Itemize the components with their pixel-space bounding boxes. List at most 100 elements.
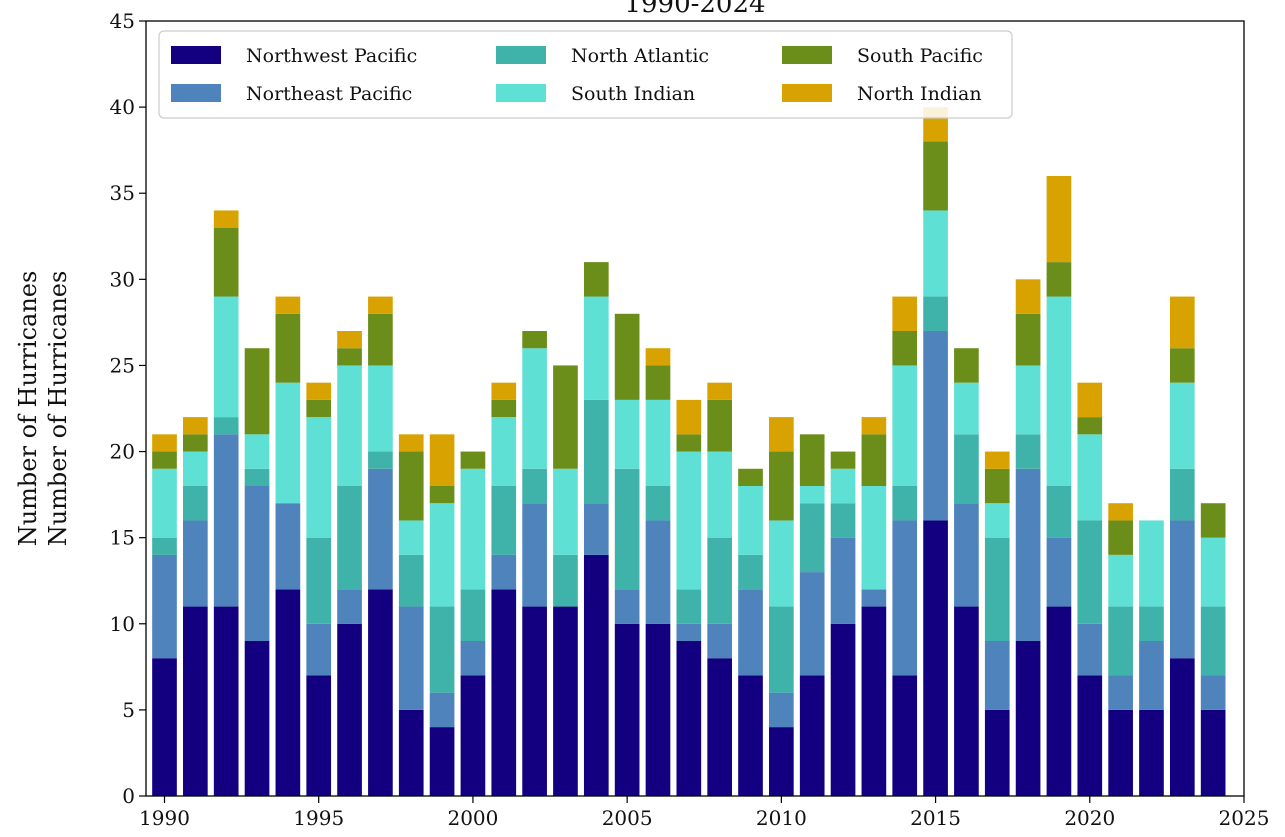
bar-northwest-pacific-2005 — [614, 623, 640, 796]
bar-south-pacific-1995 — [306, 399, 332, 418]
bar-north-atlantic-1995 — [306, 537, 332, 624]
bar-south-indian-2001 — [491, 417, 517, 486]
bar-north-indian-2021 — [1108, 503, 1133, 521]
bar-northeast-pacific-2000 — [460, 641, 486, 676]
bar-northeast-pacific-1992 — [213, 434, 239, 607]
y-tick-label: 25 — [110, 353, 135, 377]
bar-north-indian-2023 — [1169, 296, 1195, 349]
legend-swatch-northeast-pacific — [171, 84, 221, 102]
bar-south-pacific-2010 — [769, 451, 794, 521]
bar-south-indian-1991 — [183, 451, 208, 486]
bar-south-indian-1990 — [152, 468, 177, 538]
bar-south-indian-1999 — [429, 503, 455, 607]
bar-north-indian-1996 — [337, 331, 362, 349]
bar-northwest-pacific-2018 — [1015, 641, 1041, 796]
x-tick-label: 2005 — [602, 806, 653, 830]
bar-north-indian-2019 — [1046, 176, 1072, 263]
bar-south-pacific-2009 — [738, 468, 763, 486]
bar-northeast-pacific-2006 — [645, 520, 671, 624]
bar-south-indian-2016 — [954, 382, 979, 435]
bar-south-indian-2014 — [892, 365, 918, 486]
y-tick-label: 45 — [110, 9, 135, 33]
bar-northeast-pacific-1993 — [244, 486, 270, 641]
bar-northeast-pacific-1998 — [398, 606, 424, 710]
bar-south-pacific-2011 — [799, 434, 825, 486]
bar-south-pacific-2002 — [522, 331, 547, 349]
bar-south-pacific-2012 — [830, 451, 856, 469]
bar-northeast-pacific-1997 — [368, 468, 393, 590]
bar-north-indian-2010 — [769, 417, 794, 452]
bar-north-atlantic-2009 — [738, 554, 763, 590]
bar-northeast-pacific-2012 — [830, 537, 856, 624]
bar-northeast-pacific-2017 — [984, 641, 1010, 710]
bar-north-atlantic-2022 — [1139, 606, 1164, 641]
bar-south-indian-2018 — [1015, 365, 1041, 435]
bar-south-indian-2015 — [923, 210, 948, 297]
bar-south-indian-1993 — [244, 434, 270, 469]
bar-south-pacific-1992 — [213, 227, 239, 297]
bar-north-atlantic-2003 — [553, 554, 578, 607]
bar-south-pacific-2005 — [614, 313, 640, 400]
bar-northwest-pacific-2024 — [1200, 709, 1226, 796]
bar-north-indian-2006 — [645, 348, 671, 366]
x-axis: 1990 1995 2000 2005 2010 2015 2020 2025 — [139, 796, 1269, 830]
bar-south-indian-1994 — [275, 382, 301, 504]
bar-north-atlantic-2016 — [954, 434, 979, 504]
bar-south-indian-2000 — [460, 468, 486, 590]
bar-northwest-pacific-2008 — [707, 658, 733, 796]
bar-northwest-pacific-2000 — [460, 675, 486, 796]
y-tick-label: 35 — [110, 181, 135, 205]
bar-south-pacific-1991 — [183, 434, 208, 452]
bar-south-indian-2011 — [799, 486, 825, 504]
bar-south-indian-2009 — [738, 486, 763, 555]
bar-south-pacific-2014 — [892, 331, 918, 366]
bar-northeast-pacific-2005 — [614, 589, 640, 624]
bar-north-indian-2008 — [707, 382, 733, 400]
legend: Northwest Pacific Northeast Pacific North … — [158, 30, 1013, 119]
bar-south-pacific-2016 — [954, 348, 979, 383]
x-tick-label: 1990 — [139, 806, 190, 830]
bar-northeast-pacific-2023 — [1169, 520, 1195, 659]
bar-south-pacific-2019 — [1046, 262, 1072, 297]
bar-north-atlantic-2019 — [1046, 486, 1072, 538]
bar-north-atlantic-2008 — [707, 537, 733, 624]
bar-south-indian-2010 — [769, 520, 794, 607]
legend-label-northwest-pacific: Northwest Pacific — [246, 45, 417, 67]
bar-south-pacific-2004 — [583, 262, 609, 297]
bar-northwest-pacific-2009 — [738, 675, 763, 796]
bar-south-pacific-1999 — [429, 486, 455, 504]
plot-frame — [145, 20, 1245, 797]
bar-south-pacific-2003 — [553, 365, 578, 469]
bar-north-atlantic-2018 — [1015, 434, 1041, 469]
legend-label-south-pacific: South Pacific — [857, 45, 983, 67]
bar-south-indian-2021 — [1108, 554, 1133, 607]
bar-north-indian-2014 — [892, 296, 918, 331]
bar-south-indian-2020 — [1077, 434, 1103, 521]
y-tick-label: 5 — [122, 698, 135, 722]
bar-south-indian-2024 — [1200, 537, 1226, 607]
bar-south-pacific-2001 — [491, 399, 517, 418]
bar-northeast-pacific-2014 — [892, 520, 918, 676]
bar-northwest-pacific-2022 — [1139, 709, 1164, 796]
bar-south-indian-2022 — [1139, 520, 1164, 607]
bar-south-indian-1996 — [337, 365, 362, 486]
bar-northeast-pacific-2011 — [799, 572, 825, 676]
legend-label-northeast-pacific: Northeast Pacific — [246, 83, 412, 105]
bar-north-atlantic-2024 — [1200, 606, 1226, 676]
bar-north-atlantic-2021 — [1108, 606, 1133, 676]
bar-south-indian-1992 — [213, 296, 239, 418]
x-tick-label: 2020 — [1064, 806, 1115, 830]
legend-swatch-south-indian — [496, 84, 546, 102]
x-tick-label: 2000 — [447, 806, 498, 830]
bar-south-pacific-2021 — [1108, 520, 1133, 555]
bar-south-indian-1997 — [368, 365, 393, 452]
bar-south-indian-2008 — [707, 451, 733, 538]
y-tick-label: 40 — [110, 95, 135, 119]
bar-northeast-pacific-2007 — [676, 623, 702, 641]
bar-northeast-pacific-2010 — [769, 692, 794, 728]
bar-south-pacific-2020 — [1077, 417, 1103, 435]
bar-northeast-pacific-2013 — [861, 589, 887, 607]
bar-northwest-pacific-2015 — [923, 520, 948, 796]
bar-northwest-pacific-2011 — [799, 675, 825, 796]
y-tick-label: 10 — [110, 612, 135, 636]
